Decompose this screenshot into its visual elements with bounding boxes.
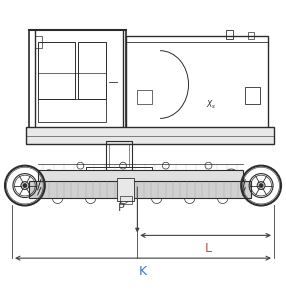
Bar [38,99,106,122]
Circle shape [184,193,195,203]
Bar [38,170,243,184]
Bar [109,144,129,167]
Bar [29,31,126,133]
Circle shape [120,162,126,169]
Text: P: P [118,203,124,213]
Circle shape [118,193,129,203]
Bar [137,90,152,104]
Circle shape [257,182,265,190]
Bar [29,181,251,198]
Bar [38,42,75,99]
Circle shape [84,188,88,192]
Circle shape [218,193,228,203]
Bar [226,31,233,39]
Circle shape [86,193,96,203]
Circle shape [77,162,84,169]
Circle shape [53,193,63,203]
Text: L: L [205,242,212,256]
Text: $X_s$: $X_s$ [206,98,217,111]
Bar [245,87,260,104]
Circle shape [162,162,169,169]
Circle shape [223,169,239,185]
Bar [86,167,152,173]
Bar [126,36,268,42]
Circle shape [42,170,56,184]
Text: K: K [139,265,147,278]
Bar [248,32,254,39]
Circle shape [69,188,74,192]
Bar [126,36,268,133]
Bar [120,196,132,204]
Bar [78,42,106,99]
Bar [117,178,134,201]
Bar [35,36,42,47]
Circle shape [21,182,29,190]
Circle shape [259,184,263,188]
Bar [106,142,132,170]
Bar [26,127,274,144]
Circle shape [205,162,212,169]
Circle shape [23,184,27,188]
Circle shape [152,193,162,203]
